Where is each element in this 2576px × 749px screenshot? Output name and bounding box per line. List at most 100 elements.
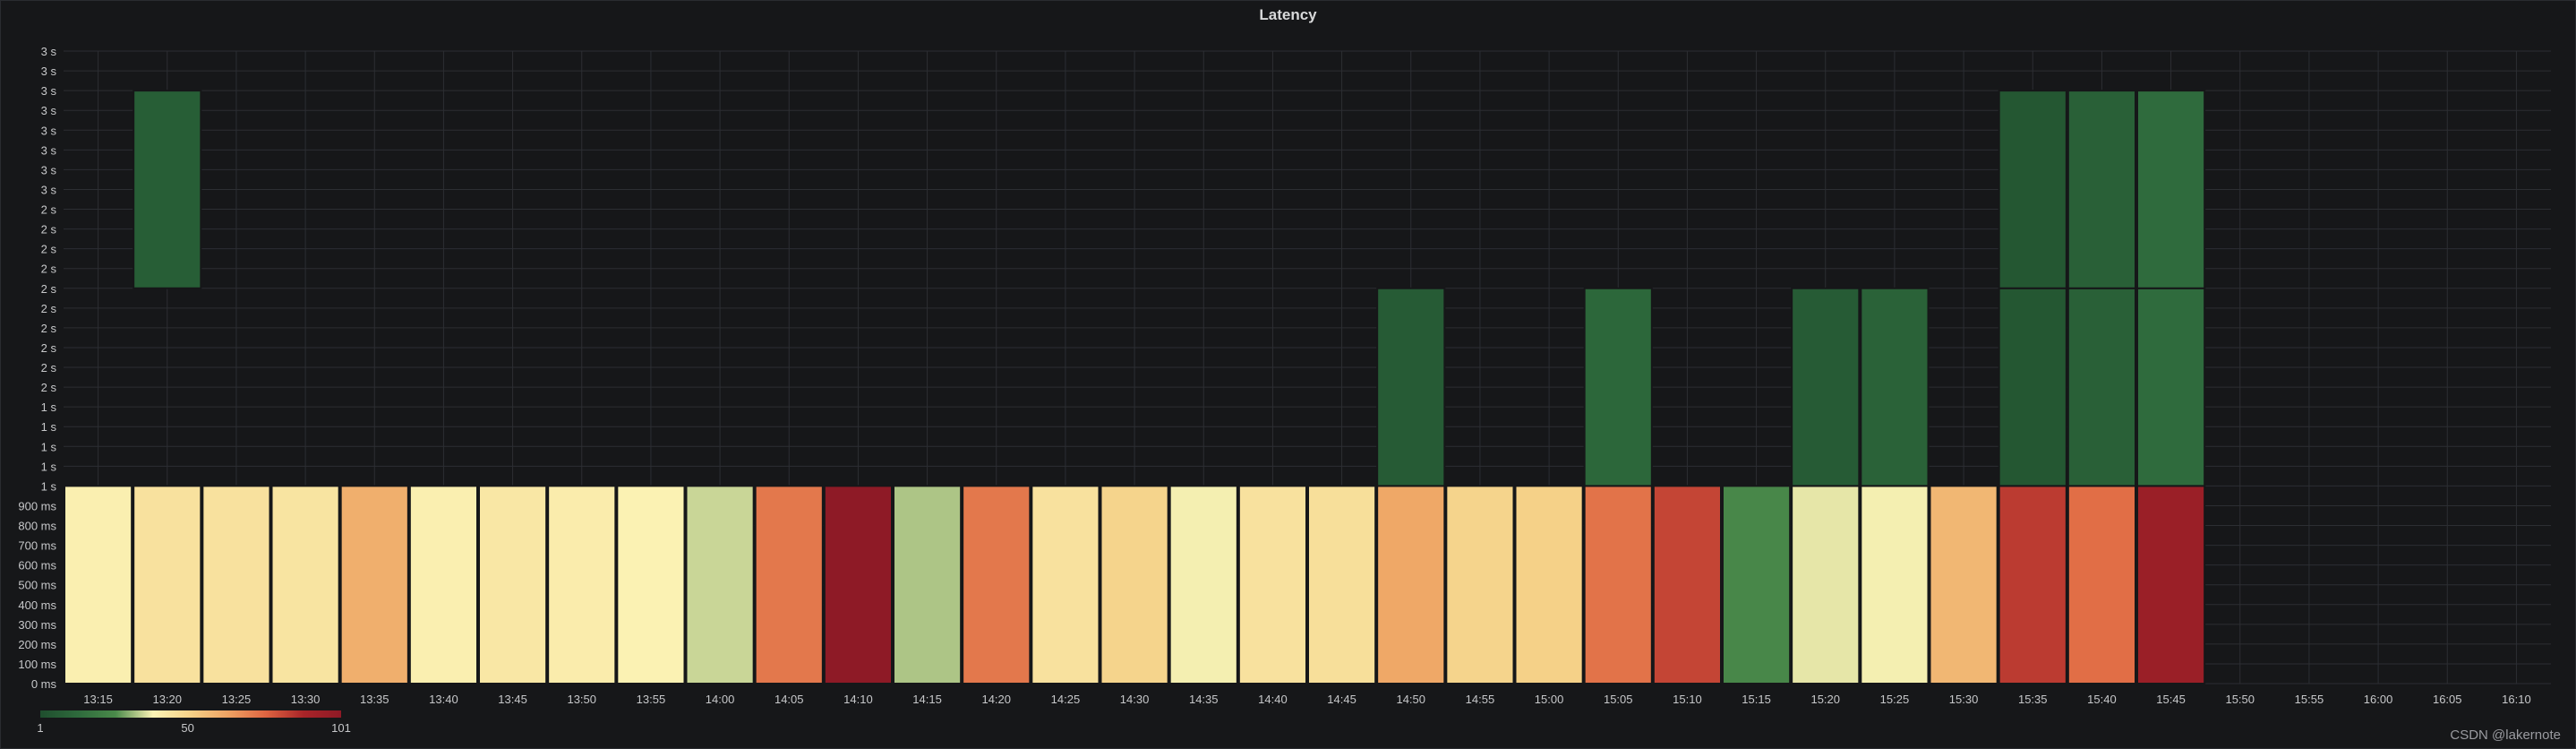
x-tick-label: 15:15 [1742,693,1771,706]
y-tick-label: 2 s [41,282,57,296]
heatmap-cell[interactable] [408,485,479,684]
x-tick-label: 13:20 [152,693,182,706]
heatmap-cell[interactable] [1998,287,2067,487]
heatmap-cell[interactable] [270,485,340,684]
x-tick-label: 15:10 [1673,693,1702,706]
heatmap-cell[interactable] [1860,287,1930,487]
heatmap-cell[interactable] [1514,485,1584,684]
heatmap-cell[interactable] [823,485,893,684]
x-tick-label: 14:30 [1120,693,1150,706]
heatmap-cell[interactable] [1791,485,1861,684]
y-tick-label: 2 s [41,263,57,276]
y-tick-label: 500 ms [18,579,56,592]
heatmap-cell[interactable] [2067,287,2136,487]
heatmap-cell[interactable] [1860,485,1930,684]
x-tick-label: 13:30 [291,693,321,706]
heatmap-cell[interactable] [2067,90,2136,289]
x-tick-label: 14:20 [981,693,1011,706]
x-tick-label: 15:00 [1535,693,1564,706]
y-tick-label: 2 s [41,322,57,335]
heatmap-cell[interactable] [1791,287,1861,487]
x-tick-label: 14:15 [912,693,942,706]
heatmap-cell[interactable] [1376,287,1446,487]
heatmap-cell[interactable] [2136,485,2206,684]
y-tick-label: 2 s [41,302,57,315]
y-axis: 0 ms 100 ms 200 ms 300 ms 400 ms 500 ms 600 ms… [18,45,56,691]
legend-tick-label: 50 [181,721,193,735]
x-tick-label: 16:05 [2433,693,2462,706]
heatmap-cell[interactable] [1031,485,1100,684]
x-tick-label: 14:25 [1051,693,1081,706]
heatmap-cell[interactable] [133,90,202,289]
y-tick-label: 3 s [41,163,57,176]
legend-gradient [40,710,341,718]
heatmap-cell[interactable] [1652,485,1723,684]
x-tick-label: 13:15 [83,693,113,706]
y-tick-label: 2 s [41,203,57,217]
heatmap-cell[interactable] [547,485,617,684]
x-tick-label: 14:55 [1466,693,1495,706]
heatmap-cell[interactable] [754,485,824,684]
heatmap-cell[interactable] [2136,90,2206,289]
y-tick-label: 800 ms [18,520,56,533]
heatmap-cell[interactable] [893,485,963,684]
heatmap-cell[interactable] [478,485,548,684]
x-tick-label: 14:05 [775,693,804,706]
heatmap-cell[interactable] [1929,485,1998,684]
y-tick-label: 3 s [41,65,57,78]
y-tick-label: 600 ms [18,559,56,573]
heatmap-cell[interactable] [2067,485,2136,684]
heatmap-cell[interactable] [1722,485,1792,684]
x-tick-label: 14:10 [843,693,873,706]
x-tick-label: 16:00 [2364,693,2393,706]
x-tick-label: 16:10 [2502,693,2531,706]
legend-tick-label: 101 [331,721,351,735]
x-tick-label: 13:25 [222,693,252,706]
heatmap-cell[interactable] [2136,287,2206,487]
heatmap-cells [64,90,2206,684]
x-tick-label: 15:55 [2295,693,2324,706]
heatmap-cell[interactable] [339,485,409,684]
heatmap-cell[interactable] [616,485,686,684]
heatmap-cell[interactable] [201,485,271,684]
y-tick-label: 1 s [41,400,57,414]
x-tick-label: 13:45 [498,693,527,706]
x-tick-label: 14:45 [1327,693,1356,706]
heatmap-cell[interactable] [1307,485,1377,684]
y-tick-label: 1 s [41,460,57,473]
y-tick-label: 2 s [41,381,57,394]
color-legend: 1 50 101 [37,710,351,735]
y-tick-label: 2 s [41,243,57,256]
y-tick-label: 2 s [41,361,57,374]
heatmap-cell[interactable] [64,485,133,684]
x-tick-label: 15:45 [2156,693,2186,706]
y-tick-label: 400 ms [18,598,56,612]
y-tick-label: 3 s [41,183,57,196]
heatmap-cell[interactable] [1168,485,1238,684]
x-axis: 13:15 13:20 13:25 13:30 13:35 13:40 13:45 13:50… [83,693,2530,706]
legend-tick-label: 1 [37,721,43,735]
x-tick-label: 15:25 [1880,693,1910,706]
heatmap-cell[interactable] [1376,485,1446,684]
heatmap-cell[interactable] [1445,485,1515,684]
heatmap-cell[interactable] [962,485,1031,684]
y-tick-label: 3 s [41,143,57,157]
x-tick-label: 14:35 [1189,693,1219,706]
y-tick-label: 3 s [41,84,57,98]
x-tick-label: 15:30 [1949,693,1979,706]
x-tick-label: 14:40 [1258,693,1288,706]
y-tick-label: 3 s [41,124,57,137]
heatmap-cell[interactable] [1583,287,1653,487]
heatmap-cell[interactable] [1998,90,2067,289]
heatmap-cell[interactable] [133,485,202,684]
y-tick-label: 1 s [41,440,57,453]
x-tick-label: 15:35 [2018,693,2048,706]
heatmap-cell[interactable] [1998,485,2067,684]
heatmap-cell[interactable] [1237,485,1308,684]
x-tick-label: 13:40 [429,693,458,706]
heatmap-cell[interactable] [1100,485,1169,684]
heatmap-cell[interactable] [685,485,755,684]
panel-title: Latency [1259,6,1317,23]
heatmap-cell[interactable] [1583,485,1653,684]
watermark: CSDN @lakernote [2450,727,2561,743]
